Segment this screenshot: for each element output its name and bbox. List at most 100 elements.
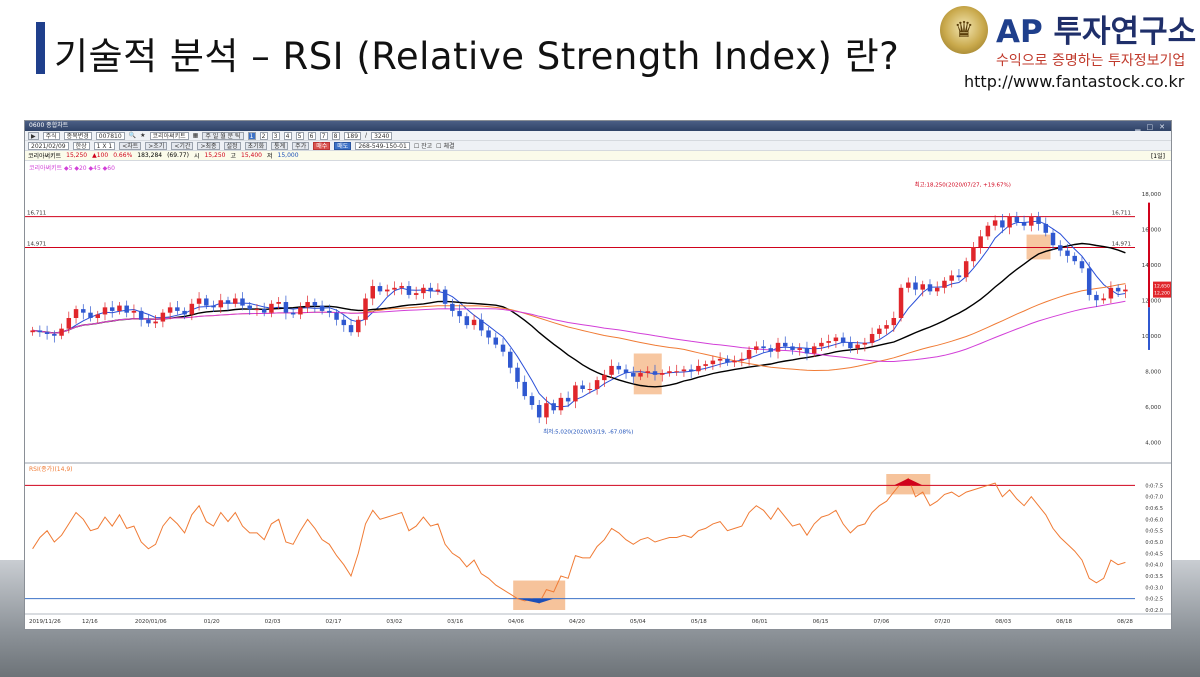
rsi-y-tick-8: 0:0:3.5: [1145, 574, 1163, 580]
candle-body: [515, 367, 520, 382]
fill-checkbox[interactable]: ☐ 체결: [436, 143, 455, 150]
logo-name: AP 투자연구소: [996, 6, 1196, 51]
candle-body: [240, 298, 245, 306]
candle-body: [138, 310, 144, 320]
current-price-label-0: 12,650: [1154, 284, 1170, 290]
candle-body: [616, 365, 622, 370]
candle-body: [696, 365, 701, 372]
candle-body: [305, 302, 310, 308]
rsi-y-tick-10: 0:0:2.5: [1145, 597, 1163, 603]
search-icon[interactable]: 🔍: [128, 132, 137, 139]
slide-header: 기술적 분석 – RSI (Relative Strength Index) 란…: [0, 0, 1200, 120]
candle-body: [594, 380, 600, 389]
stat-button[interactable]: 통계: [271, 141, 289, 150]
candle-body: [811, 346, 817, 354]
view-field[interactable]: 한상: [72, 141, 90, 150]
candle-body: [898, 287, 904, 318]
maximize-icon[interactable]: □: [1146, 123, 1154, 131]
type-select[interactable]: 주식: [42, 131, 60, 140]
tab-period[interactable]: <기간: [171, 141, 194, 150]
price-button[interactable]: 주가: [292, 141, 310, 150]
logo-url[interactable]: http://www.fantastock.co.kr: [964, 72, 1185, 91]
chart-slot-5[interactable]: 5: [295, 131, 304, 140]
candle-body: [269, 303, 274, 313]
quote-bar: 코리아써키트 15,250 ▲100 0.66% 183,284 (69.77)…: [25, 151, 1171, 161]
candle-body: [848, 342, 853, 349]
tab-early[interactable]: >조기: [145, 141, 168, 150]
tab-chart[interactable]: <차트: [119, 141, 142, 150]
candle-body: [1029, 216, 1034, 226]
price-y-tick-0: 18,000: [1142, 192, 1162, 198]
balance-checkbox[interactable]: ☐ 잔고: [413, 143, 433, 150]
logo-slogan: 수익으로 증명하는 투자정보기업: [996, 53, 1186, 69]
ma-line-20: [32, 242, 1126, 388]
candle-body: [479, 319, 484, 331]
sell-button[interactable]: 매도: [334, 141, 352, 150]
candle-body: [392, 287, 397, 290]
candle-body: [717, 358, 723, 361]
candle-body: [153, 321, 158, 324]
change-stock-select[interactable]: 종목변경: [63, 131, 92, 140]
init-button[interactable]: 초기화: [244, 141, 268, 150]
candle-body: [971, 247, 976, 262]
candle-body: [609, 365, 614, 375]
fill-label: 체결: [443, 143, 455, 150]
chart-slot-8[interactable]: 8: [331, 131, 340, 140]
current-price-badge: [1153, 281, 1171, 298]
chart-background: [25, 162, 1171, 629]
candle-body: [290, 312, 296, 315]
minimize-icon[interactable]: ▁: [1135, 123, 1141, 131]
quote-rate: 0.66%: [113, 152, 133, 159]
total-field[interactable]: 3240: [371, 131, 393, 140]
date-field[interactable]: 2021/02/09: [28, 141, 69, 150]
candle-body: [500, 344, 506, 352]
tab-final[interactable]: >최종: [197, 141, 220, 150]
quote-vol-rate: (69.77): [167, 152, 189, 159]
count-field[interactable]: 189: [343, 131, 362, 140]
chart-slot-7[interactable]: 7: [319, 131, 328, 140]
slash-separator: /: [365, 132, 368, 139]
candle-body: [413, 293, 419, 295]
chart-slot-1[interactable]: 1: [247, 131, 256, 140]
period-badge[interactable]: [1일]: [1150, 153, 1165, 160]
x-tick-1: 12/16: [82, 619, 98, 625]
candle-body: [884, 325, 889, 329]
quote-name: 코리아써키트: [28, 153, 62, 160]
period-field[interactable]: 1 X 1: [93, 141, 116, 150]
candle-body: [652, 371, 658, 375]
play-icon[interactable]: ▶: [28, 131, 39, 140]
candle-body: [109, 307, 115, 311]
buy-button[interactable]: 매수: [313, 141, 331, 150]
logo-korean-name: 투자연구소: [1053, 14, 1197, 50]
stock-name-field[interactable]: 코리아써키트: [149, 131, 189, 140]
chart-slot-6[interactable]: 6: [307, 131, 316, 140]
chart-toolbar-1: ▶ 주식 종목변경 007810 🔍 ★ 코리아써키트 ▦ 주 일 월 분 틱 …: [25, 131, 1171, 141]
x-tick-15: 07/20: [934, 619, 950, 625]
chart-slot-4[interactable]: 4: [283, 131, 292, 140]
stock-code-input[interactable]: 007810: [95, 131, 125, 140]
x-tick-14: 07/06: [874, 619, 890, 625]
price-signal-box-2: [1026, 234, 1051, 260]
candle-body: [659, 373, 665, 375]
candle-body: [341, 319, 347, 326]
candle-body: [312, 302, 318, 306]
candle-body: [551, 403, 556, 411]
settings-button[interactable]: 설정: [223, 141, 241, 150]
logo-ap: AP: [996, 14, 1043, 50]
rsi-legend: RSI(종가)(14,9): [29, 465, 73, 473]
company-logo[interactable]: ♛ AP 투자연구소 수익으로 증명하는 투자정보기업 http://www.f…: [940, 6, 1196, 96]
grid-icon[interactable]: ▦: [192, 132, 199, 139]
chart-type-buttons[interactable]: 주 일 월 분 틱: [202, 131, 244, 140]
account-select[interactable]: 268-549-150-01: [355, 141, 410, 150]
close-icon[interactable]: ✕: [1159, 123, 1165, 131]
candle-body: [674, 371, 679, 373]
x-tick-5: 02/17: [326, 619, 342, 625]
candle-body: [52, 333, 57, 336]
star-icon[interactable]: ★: [140, 132, 146, 139]
chart-slot-3[interactable]: 3: [271, 131, 280, 140]
candle-body: [406, 286, 412, 295]
candle-body: [754, 346, 759, 350]
candle-body: [631, 373, 636, 377]
candle-body: [580, 385, 585, 389]
chart-slot-2[interactable]: 2: [259, 131, 268, 140]
